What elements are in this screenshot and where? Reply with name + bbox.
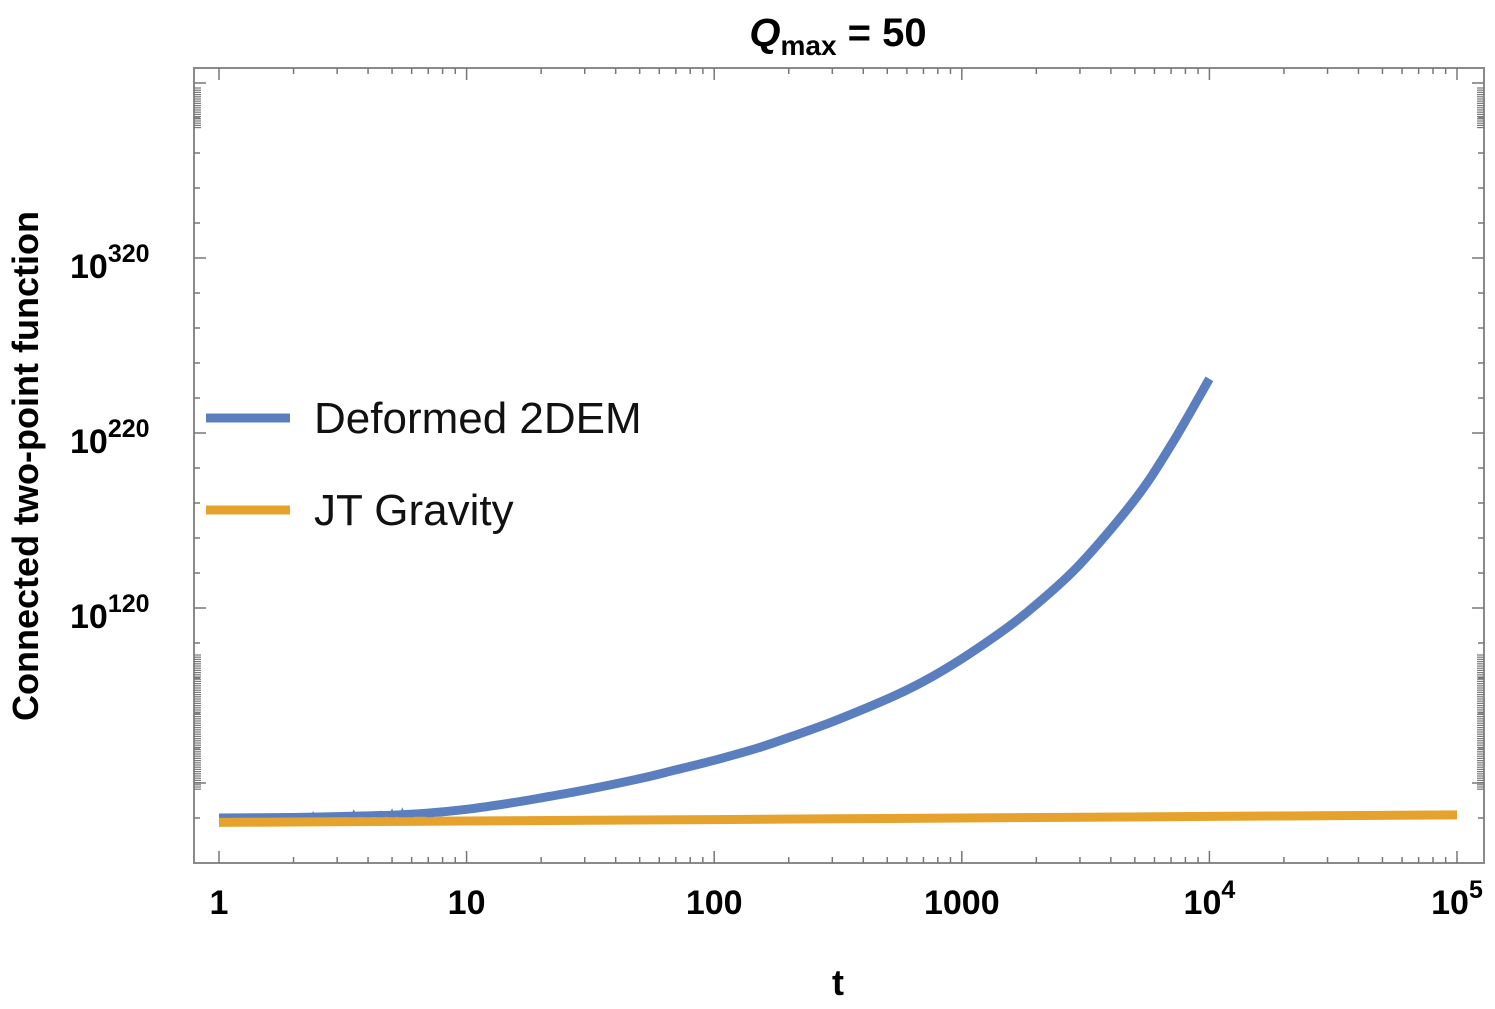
x-tick-label: 104 [1184, 876, 1236, 922]
y-tick-label-base: 10 [70, 423, 108, 461]
chart-title-suffix: = 50 [837, 11, 927, 55]
y-tick-label: 10220 [70, 415, 150, 461]
svg-text:Qmax = 50: Qmax = 50 [749, 11, 926, 61]
series-oscillation-spike [398, 807, 407, 818]
plot-frame [193, 67, 1485, 864]
x-tick-label-base: 10 [1431, 884, 1469, 922]
legend: Deformed 2DEM JT Gravity [206, 394, 642, 535]
series-oscillation-spike [364, 812, 373, 818]
x-tick-label-base: 10 [448, 884, 486, 922]
y-tick-label: 10320 [70, 240, 150, 286]
y-tick-label-base: 10 [70, 248, 108, 286]
y-tick-label-exponent: 120 [108, 590, 150, 618]
x-tick-label: 10 [448, 884, 486, 922]
series-lines [218, 376, 1458, 827]
y-tick-label-exponent: 220 [108, 415, 150, 443]
x-tick-label-base: 100 [686, 884, 743, 922]
axis-ticks [194, 68, 1484, 863]
x-tick-label: 105 [1431, 876, 1483, 922]
x-tick-label: 1000 [924, 884, 1000, 922]
x-axis-label: t [832, 962, 844, 1003]
series-oscillation-spike [425, 810, 434, 818]
series-oscillation-spike [321, 813, 330, 818]
legend-label: JT Gravity [314, 486, 514, 535]
y-tick-label-exponent: 320 [108, 240, 150, 268]
y-tick-label-base: 10 [70, 598, 108, 636]
chart-title-subscript: max [781, 30, 837, 61]
series-oscillation-spike [349, 809, 358, 818]
chart-title: Qmax = 50 [749, 11, 926, 61]
series-oscillation-spike [388, 808, 397, 818]
y-axis-label: Connected two-point function [5, 211, 46, 721]
x-tick-label-base: 1 [210, 884, 229, 922]
x-tick-label-base: 1000 [924, 884, 1000, 922]
x-tick-label-base: 10 [1184, 884, 1222, 922]
x-tick-labels: 1 10 100 1000 104 105 [210, 876, 1483, 922]
series-line-jt-gravity [218, 810, 1458, 827]
y-tick-label: 10120 [70, 590, 150, 636]
x-tick-label-exponent: 4 [1221, 876, 1235, 904]
series-line-deformed-2dem [218, 376, 1214, 823]
x-tick-label: 100 [686, 884, 743, 922]
series-oscillation-spike [405, 811, 414, 818]
x-tick-label-exponent: 5 [1469, 876, 1483, 904]
legend-label: Deformed 2DEM [314, 394, 642, 443]
series-oscillation-spike [309, 811, 318, 818]
series-oscillation-spike [376, 810, 385, 818]
x-tick-label: 1 [210, 884, 229, 922]
chart-title-main: Q [749, 11, 780, 55]
